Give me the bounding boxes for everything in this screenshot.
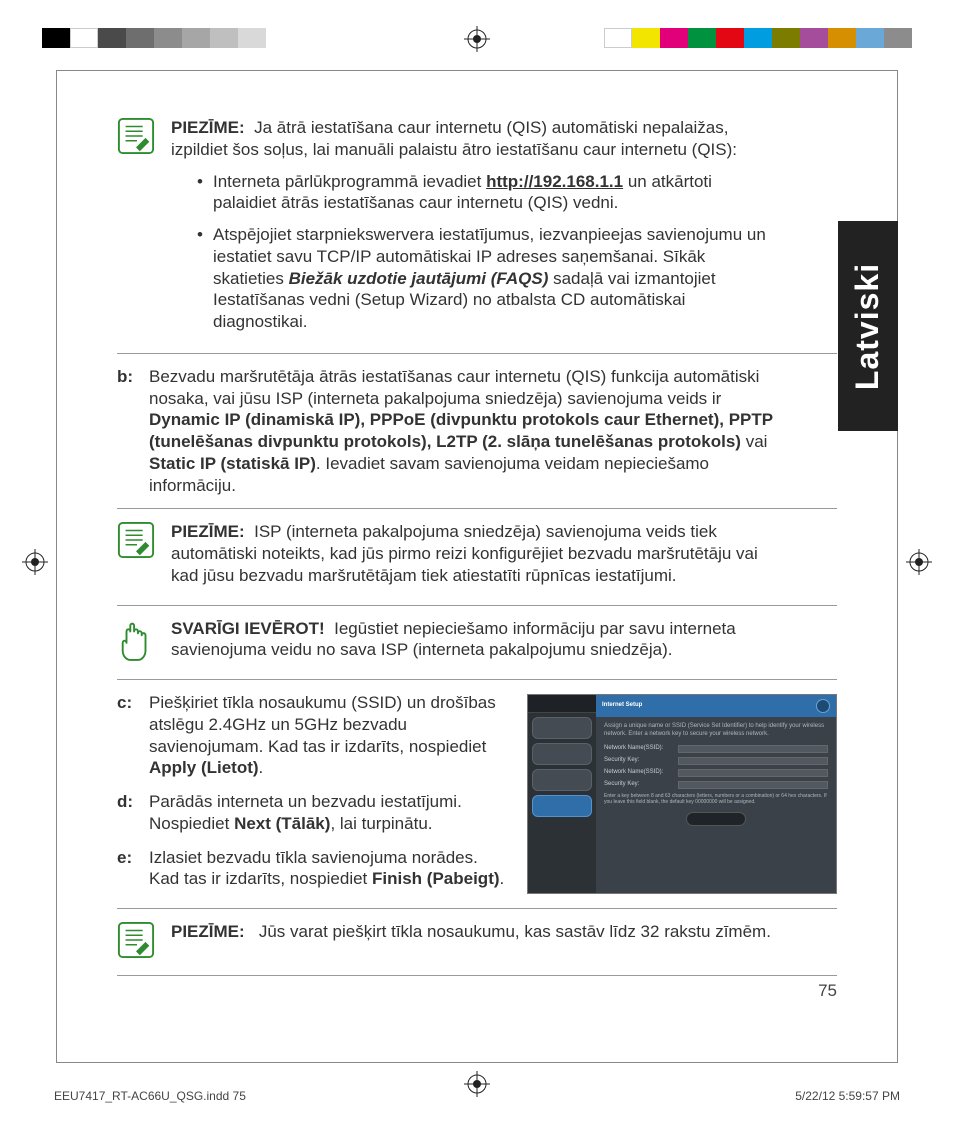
note1-text: PIEZĪME: Ja ātrā iestatīšana caur intern…: [171, 117, 767, 161]
note-block-1: PIEZĪME: Ja ātrā iestatīšana caur intern…: [117, 117, 837, 343]
note-block-3: PIEZĪME: Jūs varat piešķirt tīkla nosauk…: [117, 921, 837, 965]
language-tab: Latviski: [838, 221, 898, 431]
hand-icon: [117, 618, 157, 670]
note1-bullet-1: Interneta pārlūkprogrammā ievadiet http:…: [197, 171, 767, 215]
language-tab-label: Latviski: [850, 262, 887, 389]
separator: [117, 508, 837, 509]
item-b: b: Bezvadu maršrutētāja ātrās iestatīšan…: [117, 366, 837, 497]
steps-with-screenshot: c: Piešķiriet tīkla nosaukumu (SSID) un …: [117, 692, 837, 902]
page-content: PIEZĪME: Ja ātrā iestatīšana caur intern…: [117, 117, 837, 1002]
registration-mark-right: [906, 549, 932, 575]
item-e: e: Izlasiet bezvadu tīkla savienojuma no…: [117, 847, 509, 891]
note3-text: PIEZĪME: Jūs varat piešķirt tīkla nosauk…: [171, 921, 777, 943]
router-ui-screenshot: Internet Setup Assign a unique name or S…: [527, 694, 837, 894]
note-icon: [117, 921, 157, 965]
separator: [117, 605, 837, 606]
item-d: d: Parādās interneta un bezvadu iestatīj…: [117, 791, 509, 835]
important-text: SVARĪGI IEVĒROT! Iegūstiet nepieciešamo …: [171, 618, 777, 662]
separator: [117, 975, 837, 976]
note1-bullet-2: Atspējojiet starpniekswervera iestatījum…: [197, 224, 767, 333]
item-c: c: Piešķiriet tīkla nosaukumu (SSID) un …: [117, 692, 509, 779]
note-icon: [117, 521, 157, 594]
separator: [117, 353, 837, 354]
note-icon: [117, 117, 157, 343]
note2-text: PIEZĪME: ISP (interneta pakalpojuma snie…: [171, 521, 777, 586]
registration-mark-left: [22, 549, 48, 575]
important-block: SVARĪGI IEVĒROT! Iegūstiet nepieciešamo …: [117, 618, 837, 670]
registration-mark-top: [464, 26, 490, 52]
page-frame: Latviski PIEZĪME: Ja ātrā iestatīšana ca…: [56, 70, 898, 1063]
print-footer: EEU7417_RT-AC66U_QSG.indd 75 5/22/12 5:5…: [54, 1089, 900, 1103]
separator: [117, 679, 837, 680]
footer-right: 5/22/12 5:59:57 PM: [795, 1089, 900, 1103]
separator: [117, 908, 837, 909]
note-block-2: PIEZĪME: ISP (interneta pakalpojuma snie…: [117, 521, 837, 594]
footer-left: EEU7417_RT-AC66U_QSG.indd 75: [54, 1089, 246, 1103]
router-ui-header: Internet Setup: [602, 702, 642, 710]
page-number: 75: [117, 980, 837, 1002]
